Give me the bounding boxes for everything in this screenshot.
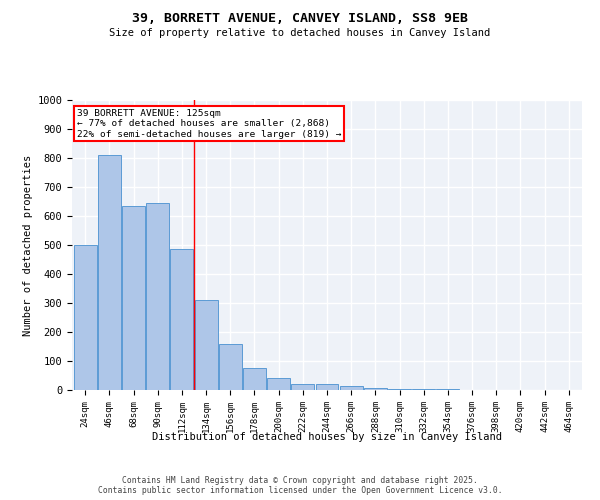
Bar xyxy=(98,155,121,390)
Bar xyxy=(243,368,266,390)
Bar xyxy=(194,300,218,390)
Y-axis label: Number of detached properties: Number of detached properties xyxy=(23,154,33,336)
Text: 39, BORRETT AVENUE, CANVEY ISLAND, SS8 9EB: 39, BORRETT AVENUE, CANVEY ISLAND, SS8 9… xyxy=(132,12,468,26)
Bar xyxy=(412,389,435,390)
Bar xyxy=(74,245,97,390)
Text: Distribution of detached houses by size in Canvey Island: Distribution of detached houses by size … xyxy=(152,432,502,442)
Bar xyxy=(122,206,145,390)
Text: Contains HM Land Registry data © Crown copyright and database right 2025.
Contai: Contains HM Land Registry data © Crown c… xyxy=(98,476,502,495)
Bar xyxy=(292,384,314,390)
Bar xyxy=(316,384,338,390)
Bar xyxy=(146,203,169,390)
Bar xyxy=(364,388,387,390)
Bar xyxy=(267,378,290,390)
Bar xyxy=(219,344,242,390)
Bar xyxy=(388,388,411,390)
Text: Size of property relative to detached houses in Canvey Island: Size of property relative to detached ho… xyxy=(109,28,491,38)
Bar xyxy=(340,386,362,390)
Text: 39 BORRETT AVENUE: 125sqm
← 77% of detached houses are smaller (2,868)
22% of se: 39 BORRETT AVENUE: 125sqm ← 77% of detac… xyxy=(77,108,341,138)
Bar xyxy=(170,250,193,390)
